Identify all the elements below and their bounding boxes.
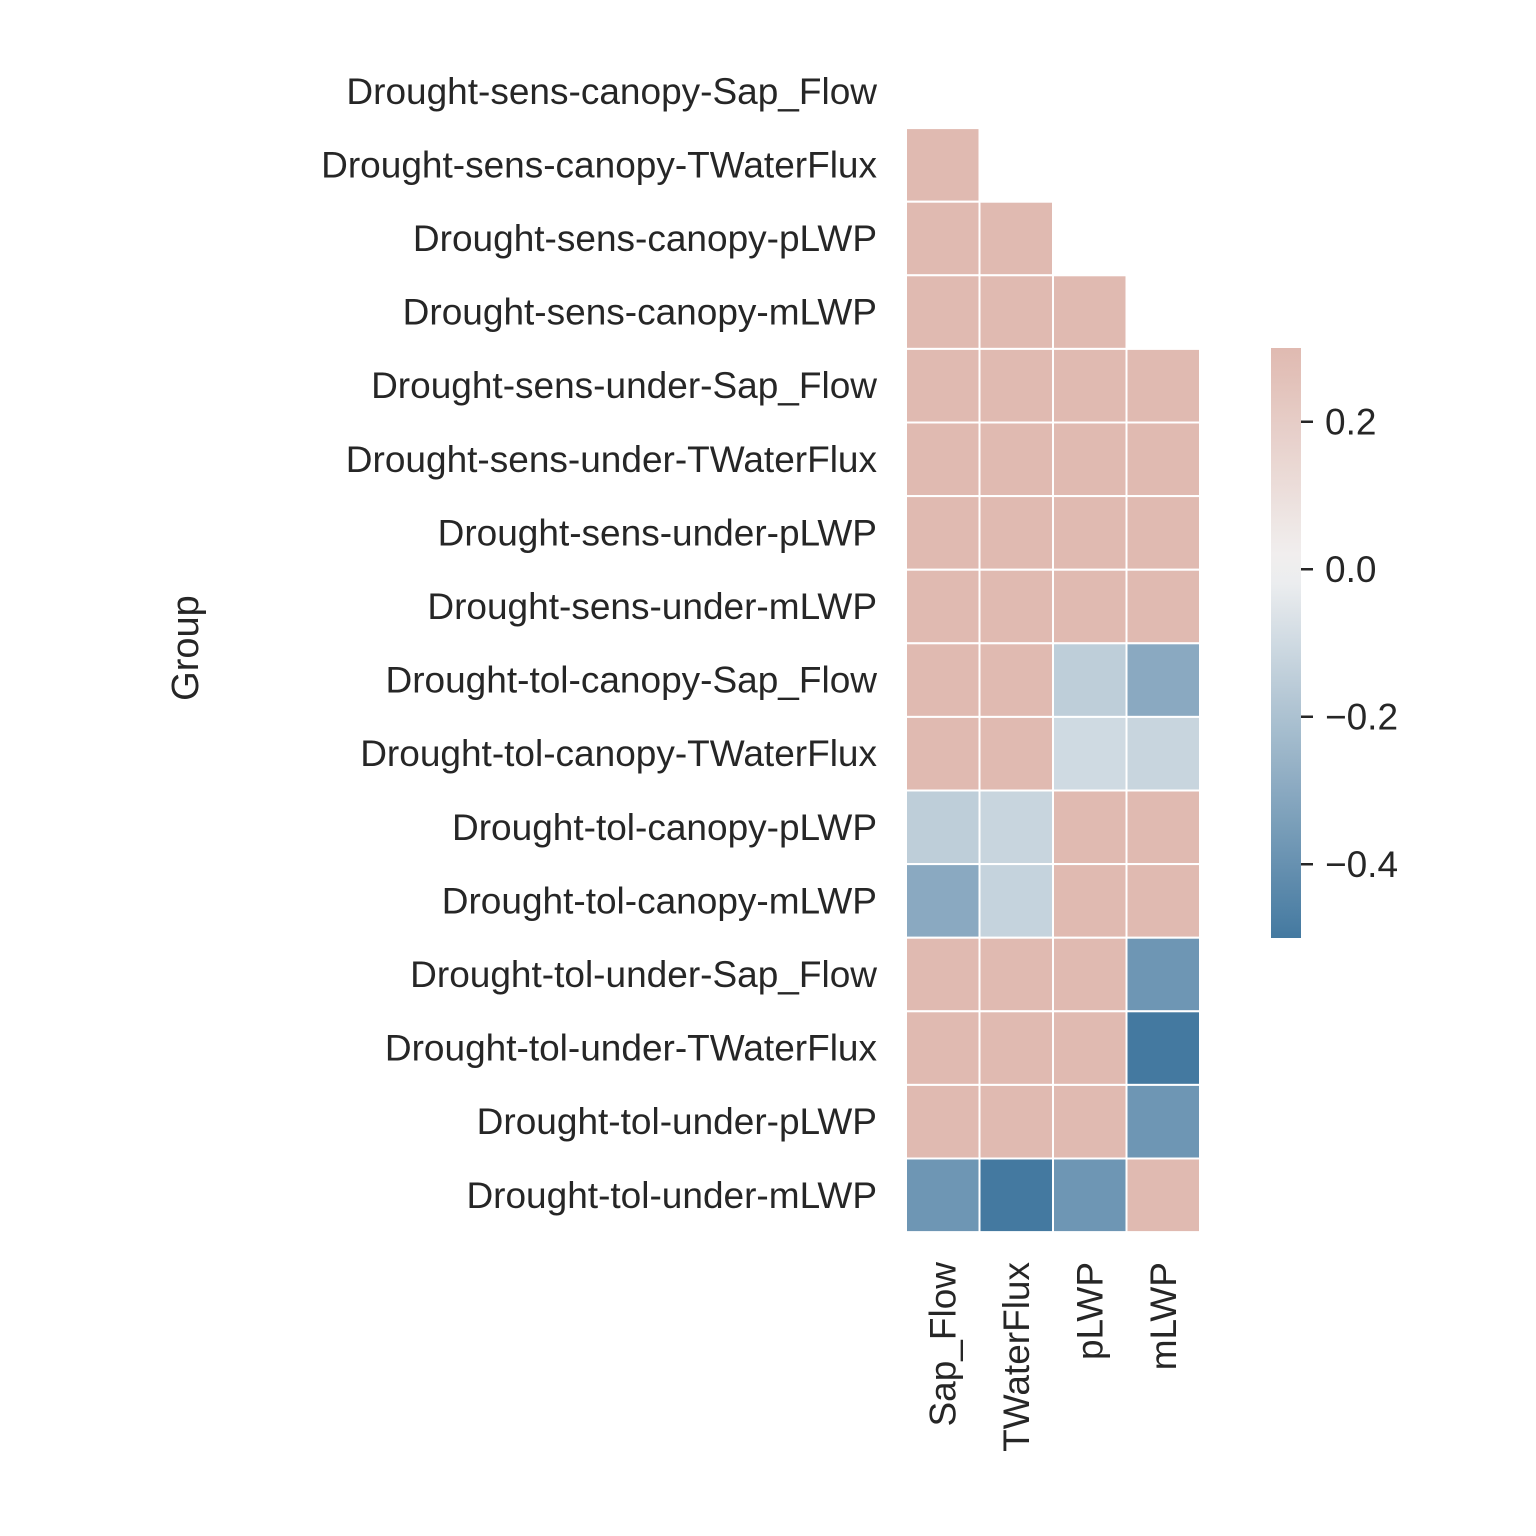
row-tick-label: Drought-tol-under-pLWP xyxy=(477,1101,877,1142)
heatmap-cell xyxy=(978,1083,1054,1160)
heatmap-cell xyxy=(978,863,1054,939)
heatmap-cell xyxy=(1125,347,1201,424)
column-tick-label: Sap_Flow xyxy=(922,1262,963,1427)
row-tick-label: Drought-tol-canopy-mLWP xyxy=(442,880,877,921)
heatmap-cell xyxy=(1052,274,1128,350)
heatmap-cell xyxy=(1125,1157,1201,1234)
heatmap-cell xyxy=(978,568,1054,645)
heatmap-cells xyxy=(905,127,1201,1234)
row-tick-label: Drought-tol-under-TWaterFlux xyxy=(385,1028,878,1069)
row-tick-label: Drought-sens-under-TWaterFlux xyxy=(346,439,878,480)
heatmap-cell xyxy=(1052,715,1128,792)
heatmap-cell xyxy=(1125,495,1201,571)
heatmap-cell xyxy=(905,715,981,792)
row-tick-label: Drought-tol-under-mLWP xyxy=(466,1175,877,1216)
row-labels: Drought-sens-canopy-Sap_Flow Drought-sens… xyxy=(321,71,877,1216)
heatmap-cell xyxy=(905,1157,981,1234)
heatmap-cell xyxy=(905,1083,981,1160)
heatmap-cell xyxy=(905,863,981,939)
heatmap-cell xyxy=(978,715,1054,792)
heatmap-cell xyxy=(978,642,1054,718)
heatmap-cell xyxy=(1052,1157,1128,1234)
heatmap-cell xyxy=(978,347,1054,424)
heatmap-cell xyxy=(1125,642,1201,718)
heatmap-cell xyxy=(978,274,1054,350)
heatmap-cell xyxy=(1052,863,1128,939)
heatmap-cell xyxy=(1125,936,1201,1013)
row-tick-label: Drought-sens-under-pLWP xyxy=(438,512,877,553)
heatmap-cell xyxy=(905,789,981,866)
heatmap-cell xyxy=(905,495,981,571)
heatmap-cell xyxy=(1052,936,1128,1013)
colorbar-tick-label: −0.4 xyxy=(1325,844,1398,885)
heatmap-cell xyxy=(1125,789,1201,866)
heatmap-cell xyxy=(978,789,1054,866)
heatmap-cell xyxy=(1052,568,1128,645)
heatmap-cell xyxy=(1125,1010,1201,1086)
row-tick-label: Drought-tol-canopy-Sap_Flow xyxy=(385,660,877,701)
heatmap-cell xyxy=(978,200,1054,277)
column-tick-label: TWaterFlux xyxy=(996,1262,1037,1452)
heatmap-cell xyxy=(905,200,981,277)
row-tick-label: Drought-sens-canopy-mLWP xyxy=(403,292,877,333)
row-tick-label: Drought-sens-canopy-pLWP xyxy=(413,218,877,259)
column-labels: Sap_Flow TWaterFlux pLWP mLWP xyxy=(922,1262,1184,1452)
heatmap-cell xyxy=(905,642,981,718)
heatmap-cell xyxy=(978,421,1054,498)
y-axis-label: Group xyxy=(165,595,207,701)
heatmap-cell xyxy=(978,495,1054,571)
heatmap-cell xyxy=(1052,1083,1128,1160)
heatmap-cell xyxy=(1125,715,1201,792)
colorbar-tick-label: 0.0 xyxy=(1325,549,1376,590)
heatmap-cell xyxy=(1052,1010,1128,1086)
heatmap-cell xyxy=(1125,863,1201,939)
column-tick-label: pLWP xyxy=(1069,1262,1110,1360)
heatmap-cell xyxy=(1125,568,1201,645)
row-tick-label: Drought-sens-under-mLWP xyxy=(427,586,877,627)
heatmap-cell xyxy=(1052,495,1128,571)
heatmap-cell xyxy=(1125,421,1201,498)
heatmap-cell xyxy=(905,421,981,498)
heatmap-cell xyxy=(905,936,981,1013)
row-tick-label: Drought-sens-canopy-Sap_Flow xyxy=(346,71,877,112)
row-tick-label: Drought-tol-under-Sap_Flow xyxy=(410,954,877,995)
heatmap-cell xyxy=(978,1010,1054,1086)
heatmap-cell xyxy=(905,274,981,350)
row-tick-label: Drought-sens-canopy-TWaterFlux xyxy=(321,144,877,185)
heatmap-cell xyxy=(905,347,981,424)
row-tick-label: Drought-tol-canopy-TWaterFlux xyxy=(360,733,877,774)
heatmap-cell xyxy=(978,1157,1054,1234)
row-tick-label: Drought-sens-under-Sap_Flow xyxy=(371,365,877,406)
heatmap-cell xyxy=(905,568,981,645)
heatmap-cell xyxy=(1052,789,1128,866)
colorbar-tick-label: 0.2 xyxy=(1325,401,1376,442)
heatmap-cell xyxy=(1125,1083,1201,1160)
heatmap-cell xyxy=(978,936,1054,1013)
heatmap-cell xyxy=(905,127,981,203)
heatmap-cell xyxy=(1052,642,1128,718)
heatmap-cell xyxy=(1052,421,1128,498)
colorbar-tick-label: −0.2 xyxy=(1325,696,1398,737)
colorbar-ticks: 0.2 0.0 −0.2 −0.4 xyxy=(1301,401,1398,885)
heatmap-cell xyxy=(1052,347,1128,424)
colorbar xyxy=(1271,348,1301,938)
column-tick-label: mLWP xyxy=(1143,1262,1184,1370)
heatmap-cell xyxy=(905,1010,981,1086)
row-tick-label: Drought-tol-canopy-pLWP xyxy=(452,807,877,848)
